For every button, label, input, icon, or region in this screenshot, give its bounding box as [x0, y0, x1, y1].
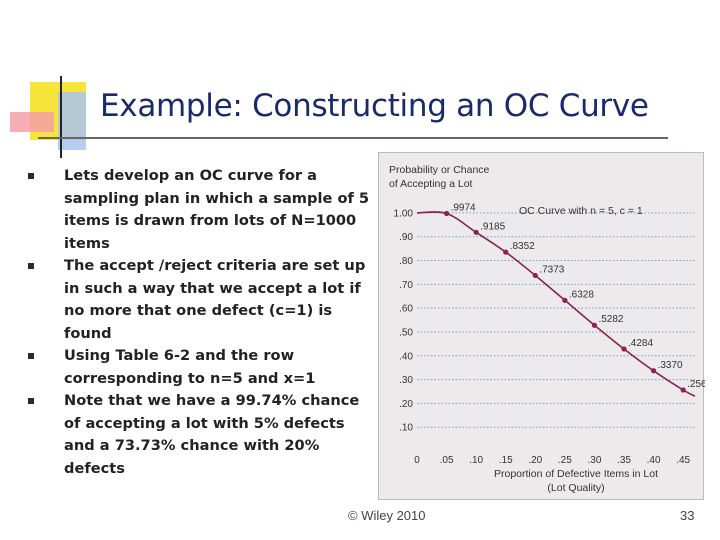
data-point	[532, 272, 538, 279]
slide-title: Example: Constructing an OC Curve	[100, 88, 649, 124]
footer-copyright: © Wiley 2010	[348, 508, 426, 523]
y-tick-label: .40	[399, 351, 413, 362]
page-number: 33	[680, 508, 695, 523]
data-label: .7373	[539, 264, 564, 275]
bullet-square-icon	[28, 173, 34, 179]
decor-blue-square	[58, 92, 86, 150]
y-tick-label: .60	[399, 304, 413, 315]
x-axis-title-line2: (Lot Quality)	[547, 482, 604, 494]
y-tick-label: 1.00	[394, 208, 414, 219]
y-tick-label: .90	[399, 232, 413, 243]
data-point	[503, 249, 509, 255]
y-tick-label: .30	[399, 375, 413, 386]
data-point	[473, 229, 479, 235]
y-axis-title-line1: Probability or Chance	[389, 164, 490, 176]
data-point	[443, 210, 450, 217]
bullet-text: Note that we have a 99.74% chance of acc…	[64, 392, 360, 477]
bullet-text: Using Table 6-2 and the row correspondin…	[64, 347, 316, 387]
x-axis-title-line1: Proportion of Defective Items in Lot	[494, 468, 658, 480]
data-label: .9185	[480, 221, 505, 232]
data-point	[680, 387, 686, 393]
x-tick-label: .35	[617, 455, 631, 466]
data-point	[650, 368, 657, 374]
data-point	[621, 346, 627, 352]
data-label: .9974	[451, 203, 476, 214]
x-tick-label: .45	[676, 455, 690, 466]
data-label: .8352	[510, 241, 535, 252]
y-axis-title-line2: of Accepting a Lot	[389, 178, 473, 190]
y-tick-label: .70	[399, 280, 413, 291]
data-label: .3370	[658, 360, 683, 371]
title-underline	[38, 137, 668, 139]
decor-vertical-line	[60, 76, 62, 158]
bullet-square-icon	[28, 263, 34, 269]
bullet-square-icon	[28, 353, 34, 359]
chart-canvas: Probability or Chance of Accepting a Lot.…	[389, 164, 705, 494]
bullet-item: Lets develop an OC curve for a sampling …	[26, 165, 380, 255]
data-label: .6328	[569, 289, 594, 300]
x-tick-label: 0	[414, 455, 420, 466]
bullet-text: Lets develop an OC curve for a sampling …	[64, 167, 370, 252]
bullet-square-icon	[28, 398, 34, 404]
bullet-list: Lets develop an OC curve for a sampling …	[26, 165, 380, 480]
y-tick-label: .10	[399, 423, 413, 434]
chart-title: OC Curve with n = 5, c = 1	[519, 205, 643, 217]
oc-curve-chart: Probability or Chance of Accepting a Lot.…	[378, 152, 705, 500]
bullet-item: Using Table 6-2 and the row correspondin…	[26, 345, 380, 390]
x-tick-label: .20	[528, 455, 542, 466]
bullet-item: The accept /reject criteria are set up i…	[26, 255, 380, 345]
data-label: .4284	[628, 338, 653, 349]
decor-red-bar	[10, 112, 54, 132]
x-tick-label: .25	[558, 455, 572, 466]
data-label: .2562	[687, 379, 705, 390]
y-tick-label: .80	[399, 256, 413, 267]
data-point	[591, 322, 598, 328]
x-tick-label: .10	[469, 455, 483, 466]
x-tick-label: .05	[440, 455, 454, 466]
data-point	[562, 297, 568, 303]
x-tick-label: .40	[647, 455, 661, 466]
bullet-text: The accept /reject criteria are set up i…	[64, 257, 366, 342]
bullet-item: Note that we have a 99.74% chance of acc…	[26, 390, 380, 480]
data-label: .5282	[598, 314, 623, 325]
y-tick-label: .20	[399, 399, 413, 410]
x-tick-label: .15	[499, 455, 513, 466]
y-tick-label: .50	[399, 327, 413, 338]
x-tick-label: .30	[587, 455, 601, 466]
